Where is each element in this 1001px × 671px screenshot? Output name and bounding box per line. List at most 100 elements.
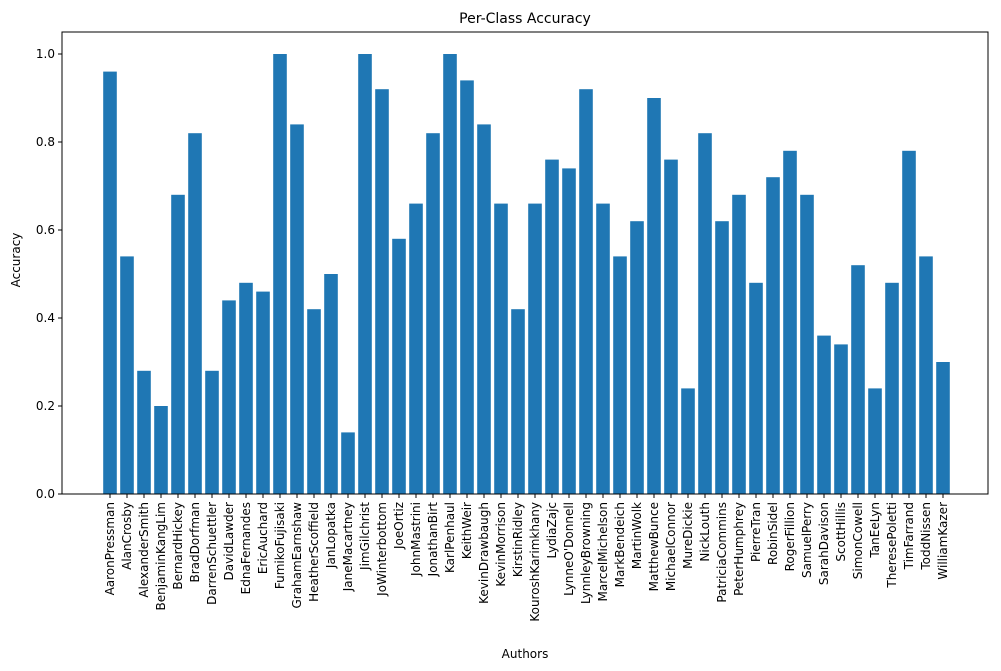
- x-tick-label-31: MartinWolk: [630, 502, 644, 569]
- bar-34: [681, 388, 695, 494]
- bar-40: [783, 150, 797, 495]
- x-tick-label-47: TimFarrand: [902, 502, 916, 570]
- bar-17: [392, 238, 406, 494]
- bar-15: [358, 54, 372, 494]
- bar-22: [477, 124, 491, 495]
- x-tick-label-19: JonathanBirt: [426, 502, 440, 578]
- y-axis: 0.0 0.2 0.4 0.6 0.8 1.0: [36, 47, 62, 501]
- x-tick-label-7: DavidLawder: [222, 502, 236, 581]
- bar-45: [868, 388, 882, 494]
- x-tick-label-39: RobinSidel: [766, 502, 780, 565]
- x-tick-label-30: MarkBendeich: [613, 502, 627, 587]
- x-tick-label-8: EdnaFernandes: [239, 502, 253, 594]
- bar-43: [834, 344, 848, 494]
- x-tick-label-0: AaronPressman: [103, 502, 117, 595]
- bar-5: [188, 133, 202, 494]
- x-tick-label-25: KouroshKarimkhany: [528, 502, 542, 622]
- bar-13: [324, 274, 338, 494]
- bar-18: [409, 203, 423, 494]
- bar-23: [494, 203, 508, 494]
- x-tick-label-2: AlexanderSmith: [137, 502, 151, 598]
- bar-29: [596, 203, 610, 494]
- x-axis-label: Authors: [502, 647, 549, 661]
- x-tick-label-46: TheresePoletti: [885, 502, 899, 589]
- x-tick-label-18: JohnMastrini: [409, 502, 423, 577]
- x-tick-label-33: MichaelConnor: [664, 502, 678, 591]
- x-tick-label-48: ToddNissen: [919, 502, 933, 571]
- bar-37: [732, 194, 746, 495]
- x-tick-label-44: SimonCowell: [851, 502, 865, 579]
- x-tick-label-3: BenjaminKangLim: [154, 502, 168, 610]
- x-tick-label-24: KirstinRidley: [511, 502, 525, 577]
- x-tick-label-5: BradDorfman: [188, 502, 202, 583]
- y-tick-label-3: 0.6: [36, 223, 55, 237]
- y-tick-label-1: 0.2: [36, 399, 55, 413]
- x-tick-label-10: FumikoFujisaki: [273, 502, 287, 589]
- bar-14: [341, 432, 355, 494]
- bar-33: [664, 159, 678, 494]
- x-tick-label-11: GrahamEarnshaw: [290, 502, 304, 609]
- bar-19: [426, 133, 440, 494]
- x-tick-label-36: PatriciaCommins: [715, 502, 729, 603]
- y-axis-label: Accuracy: [9, 233, 23, 288]
- bar-36: [715, 221, 729, 494]
- x-tick-label-16: JoWinterbottom: [375, 502, 389, 597]
- x-tick-label-42: SarahDavison: [817, 502, 831, 585]
- x-tick-label-38: PierreTran: [749, 502, 763, 562]
- x-tick-label-34: MureDickie: [681, 502, 695, 569]
- bar-16: [375, 89, 389, 494]
- x-tick-label-45: TanEeLyn: [868, 502, 882, 559]
- x-tick-label-28: LynnleyBrowning: [579, 502, 593, 604]
- bar-21: [460, 80, 474, 495]
- x-tick-label-37: PeterHumphrey: [732, 502, 746, 596]
- bar-26: [545, 159, 559, 494]
- x-tick-label-40: RogerFillion: [783, 502, 797, 571]
- bar-1: [120, 256, 134, 494]
- x-tick-label-21: KeithWeir: [460, 502, 474, 559]
- bar-9: [256, 291, 270, 494]
- x-tick-label-6: DarrenSchuettler: [205, 502, 219, 605]
- x-tick-label-12: HeatherScoffield: [307, 502, 321, 602]
- bars-group: [103, 54, 950, 495]
- x-axis: AaronPressman AlanCrosby AlexanderSmith Ben…: [103, 494, 950, 622]
- x-tick-label-14: JaneMacartney: [341, 502, 355, 592]
- chart-title: Per-Class Accuracy: [459, 11, 591, 27]
- bar-48: [919, 256, 933, 494]
- bar-20: [443, 54, 457, 494]
- bar-27: [562, 168, 576, 494]
- x-tick-label-26: LydiaZajc: [545, 502, 559, 559]
- x-tick-label-29: MarcelMichelson: [596, 502, 610, 602]
- bar-28: [579, 89, 593, 494]
- x-tick-label-23: KevinMorrison: [494, 502, 508, 587]
- bar-0: [103, 71, 117, 494]
- bar-30: [613, 256, 627, 494]
- x-tick-label-27: LynneO'Donnell: [562, 502, 576, 596]
- x-tick-label-20: KarlPenhaul: [443, 502, 457, 573]
- bar-32: [647, 98, 661, 494]
- bar-44: [851, 265, 865, 494]
- bar-41: [800, 194, 814, 495]
- bar-6: [205, 370, 219, 494]
- x-tick-label-43: ScottHillis: [834, 502, 848, 562]
- bar-11: [290, 124, 304, 495]
- bar-10: [273, 54, 287, 494]
- y-tick-label-0: 0.0: [36, 487, 55, 501]
- x-tick-label-49: WilliamKazer: [936, 502, 950, 580]
- bar-25: [528, 203, 542, 494]
- x-tick-label-4: BernardHickey: [171, 502, 185, 590]
- y-tick-label-2: 0.4: [36, 311, 55, 325]
- bar-24: [511, 309, 525, 494]
- bar-47: [902, 150, 916, 495]
- bar-46: [885, 282, 899, 494]
- x-tick-label-1: AlanCrosby: [120, 502, 134, 570]
- x-tick-label-22: KevinDrawbaugh: [477, 502, 491, 604]
- bar-42: [817, 335, 831, 494]
- y-tick-label-5: 1.0: [36, 47, 55, 61]
- bar-38: [749, 282, 763, 494]
- bar-7: [222, 300, 236, 494]
- x-tick-label-9: EricAuchard: [256, 502, 270, 574]
- y-tick-label-4: 0.8: [36, 135, 55, 149]
- bar-49: [936, 362, 950, 494]
- plot-frame: [61, 31, 989, 495]
